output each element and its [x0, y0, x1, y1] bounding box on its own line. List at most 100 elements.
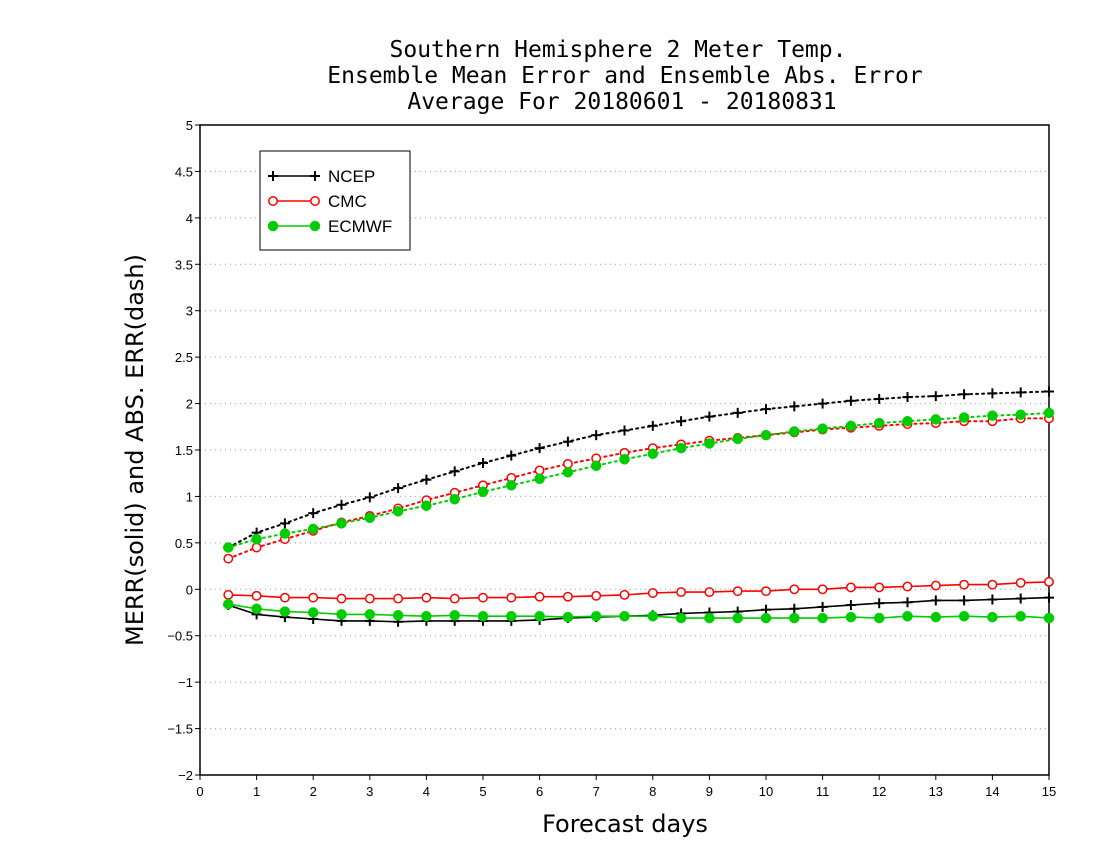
- plot-frame: [199, 124, 1050, 776]
- cmc-mean-error-point: [845, 582, 856, 593]
- ncep-abs-error-point: [364, 492, 375, 503]
- legend-symbols: [267, 171, 321, 232]
- ecmwf-mean-error-point: [817, 612, 828, 624]
- y-tick-label: 1.5: [175, 443, 193, 458]
- legend-marker-ncep: [310, 171, 320, 181]
- cmc-mean-error-point: [393, 593, 404, 604]
- ncep-abs-error-point: [562, 436, 573, 447]
- cmc-abs-error-point: [223, 553, 234, 564]
- ecmwf-abs-error-point: [364, 512, 376, 524]
- ncep-mean-error-point: [987, 594, 998, 605]
- ncep-abs-error-point: [619, 425, 630, 436]
- cmc-mean-error-point: [619, 589, 630, 600]
- legend-marker-cmc: [268, 196, 278, 206]
- ecmwf-abs-error-point: [873, 417, 885, 429]
- ecmwf-abs-error-point: [930, 414, 942, 425]
- x-tick-label: 5: [479, 784, 486, 799]
- title-line-1: Southern Hemisphere 2 Meter Temp.: [390, 37, 847, 63]
- ncep-abs-error-point: [987, 388, 998, 399]
- ecmwf-mean-error-point: [958, 610, 970, 622]
- ecmwf-mean-error-point: [477, 610, 489, 622]
- x-tick-label: 8: [649, 784, 656, 799]
- legend-marker-ncep: [268, 171, 278, 181]
- ecmwf-abs-error-point: [902, 415, 913, 427]
- cmc-mean-error-point: [647, 588, 658, 598]
- ecmwf-abs-error-point: [506, 480, 517, 491]
- ecmwf-abs-error-point: [449, 493, 460, 505]
- cmc-mean-error-point: [874, 582, 885, 593]
- ecmwf-mean-error-point: [307, 607, 319, 618]
- ecmwf-mean-error-point: [562, 611, 574, 623]
- cmc-mean-error-point: [1044, 576, 1054, 587]
- ecmwf-mean-error-point: [534, 610, 545, 622]
- ncep-abs-error-point: [1044, 386, 1054, 397]
- ncep-mean-error-point: [817, 601, 828, 612]
- y-tick-label: 3: [186, 304, 193, 319]
- ncep-abs-error-point: [789, 401, 800, 412]
- ncep-abs-error-point: [534, 443, 545, 454]
- ncep-mean-error-point: [902, 597, 913, 608]
- ecmwf-mean-error-point: [704, 612, 715, 624]
- ncep-mean-error-point: [789, 603, 800, 614]
- x-tick-label: 1: [253, 784, 260, 799]
- ncep-abs-error-point: [393, 483, 404, 494]
- ecmwf-mean-error-point: [845, 611, 857, 623]
- ncep-abs-error-point: [845, 395, 856, 406]
- ecmwf-abs-error-point: [789, 426, 800, 437]
- x-tick-label: 15: [1042, 784, 1056, 799]
- cmc-mean-error-point: [534, 591, 545, 602]
- y-tick-label: 0.5: [175, 536, 193, 551]
- cmc-abs-error-point: [534, 465, 545, 476]
- cmc-mean-error-point: [1015, 577, 1026, 588]
- ecmwf-abs-error-point: [279, 528, 291, 539]
- ecmwf-mean-error-point: [392, 610, 404, 621]
- cmc-mean-error-point: [506, 592, 517, 603]
- ecmwf-abs-error-point: [817, 423, 828, 434]
- ecmwf-abs-error-point: [562, 467, 574, 478]
- x-tick-label: 10: [759, 784, 773, 799]
- ncep-abs-error-point: [308, 508, 319, 519]
- cmc-mean-error-point: [421, 592, 432, 603]
- title-line-3: Average For 20180601 - 20180831: [407, 89, 836, 115]
- cmc-mean-error-point: [902, 581, 913, 592]
- ecmwf-abs-error-point: [732, 433, 743, 445]
- ecmwf-mean-error-point: [930, 611, 942, 623]
- ecmwf-mean-error-point: [732, 612, 743, 624]
- cmc-mean-error-point: [591, 590, 602, 601]
- cmc-mean-error-point: [959, 579, 970, 590]
- ecmwf-mean-error-point: [223, 598, 234, 610]
- y-tick-label: 4: [186, 211, 193, 226]
- ecmwf-mean-error-point: [647, 610, 659, 622]
- ecmwf-mean-error-point: [1043, 612, 1055, 624]
- cmc-mean-error-point: [251, 590, 262, 601]
- ecmwf-abs-error-point: [760, 429, 772, 441]
- ecmwf-abs-error-point: [675, 442, 687, 454]
- cmc-mean-error-point: [279, 592, 290, 603]
- ecmwf-mean-error-point: [336, 609, 347, 620]
- ncep-abs-error-point: [676, 416, 687, 427]
- ncep-abs-error-point: [959, 389, 970, 400]
- x-tick-label: 13: [929, 784, 943, 799]
- cmc-mean-error-point: [987, 579, 998, 590]
- title-line-2: Ensemble Mean Error and Ensemble Abs. Er…: [327, 63, 922, 89]
- ncep-abs-error-point: [647, 420, 658, 431]
- cmc-mean-error-point: [676, 587, 687, 598]
- ncep-mean-error-point: [845, 600, 856, 611]
- cmc-mean-error-point: [817, 584, 828, 595]
- ncep-abs-error-point: [817, 398, 828, 409]
- ncep-abs-error-point: [761, 404, 771, 415]
- x-tick-label: 3: [366, 784, 373, 799]
- x-tick-label: 9: [706, 784, 713, 799]
- ncep-mean-error-point: [1015, 593, 1026, 604]
- cmc-abs-error-point: [562, 458, 573, 469]
- plot-series: [223, 386, 1055, 627]
- cmc-mean-error-point: [364, 593, 375, 604]
- ecmwf-abs-error-point: [534, 473, 545, 485]
- cmc-mean-error-point: [478, 592, 488, 603]
- x-tick-label: 7: [593, 784, 600, 799]
- ecmwf-abs-error-point: [307, 523, 319, 535]
- ecmwf-mean-error-point: [449, 610, 460, 621]
- ecmwf-mean-error-point: [873, 612, 885, 624]
- legend-label-ncep: NCEP: [328, 167, 375, 186]
